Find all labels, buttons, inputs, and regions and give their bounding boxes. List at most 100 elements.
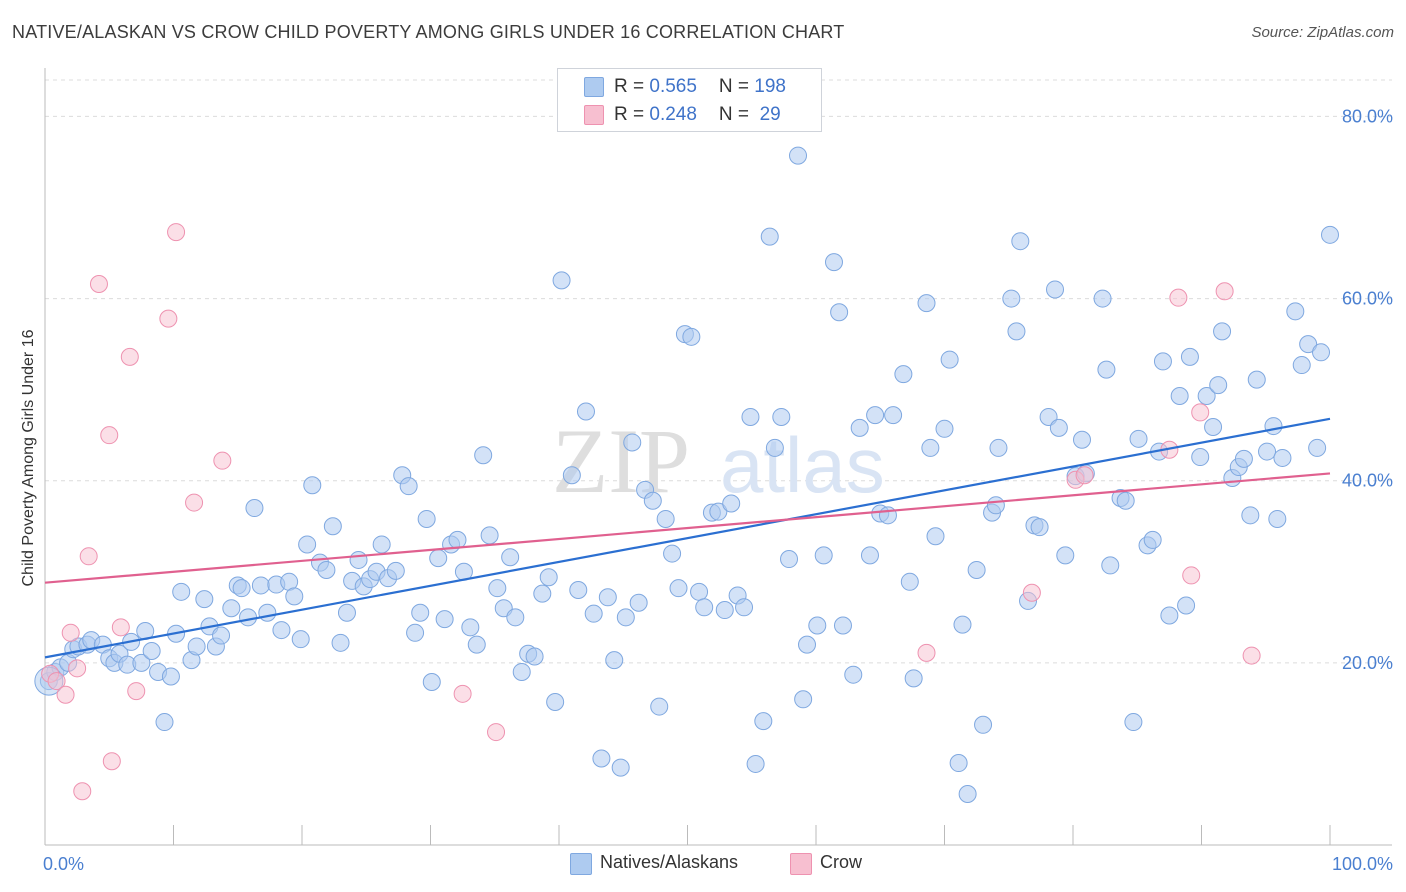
data-point-natives (195, 590, 214, 609)
legend-r-value-2: 0.248 (649, 104, 697, 125)
data-point-natives (1292, 356, 1311, 375)
data-point-natives (1153, 352, 1172, 371)
data-point-natives (894, 365, 913, 384)
data-point-natives (1286, 302, 1305, 321)
data-point-natives (506, 608, 525, 627)
legend: R = 0.565 N = 198 R = 0.248 N = 29 (557, 68, 822, 132)
data-point-natives (1049, 418, 1068, 437)
data-point-crow (89, 275, 108, 293)
data-point-natives (623, 433, 642, 452)
data-point-natives (576, 402, 595, 421)
data-point-natives (1170, 387, 1189, 406)
data-point-natives (349, 550, 368, 569)
data-point-natives (921, 438, 940, 457)
axes (44, 68, 1392, 846)
data-point-natives (808, 616, 827, 635)
chart-title: NATIVE/ALASKAN VS CROW CHILD POVERTY AMO… (12, 22, 845, 42)
data-point-natives (935, 419, 954, 438)
data-point-natives (501, 548, 520, 567)
data-point-natives (245, 499, 264, 518)
legend-swatch-pink (584, 105, 604, 125)
data-point-natives (291, 630, 310, 649)
data-point-natives (552, 271, 571, 290)
data-point-natives (480, 526, 499, 545)
data-point-natives (884, 406, 903, 425)
data-point-natives (285, 587, 304, 606)
data-point-natives (611, 758, 630, 777)
data-point-natives (155, 713, 174, 732)
data-point-natives (251, 576, 270, 595)
legend-r-value-1: 0.565 (649, 76, 697, 97)
data-point-natives (772, 407, 791, 426)
legend-row-natives: R = 0.565 N = 198 (584, 76, 786, 100)
data-point-natives (690, 582, 709, 601)
data-point-natives (746, 754, 765, 773)
legend-n-label-2: N = (718, 104, 755, 125)
trend-line-crow (44, 472, 1331, 584)
data-point-natives (1191, 448, 1210, 467)
data-point-natives (1321, 225, 1339, 244)
data-point-natives (569, 581, 588, 599)
data-point-natives (1093, 289, 1112, 308)
legend-n-value-2: 29 (754, 104, 781, 125)
data-point-natives (331, 633, 350, 652)
data-point-natives (467, 635, 486, 654)
data-point-crow (213, 451, 232, 470)
bottom-legend-label-crow: Crow (820, 852, 863, 872)
data-point-crow (1022, 583, 1041, 602)
bottom-legend-swatch-pink (790, 853, 812, 875)
legend-row-crow: R = 0.248 N = 29 (584, 104, 781, 128)
data-point-natives (850, 418, 869, 437)
y-tick-label: 40.0% (1342, 471, 1393, 491)
data-point-natives (258, 603, 277, 622)
data-point-crow (487, 723, 506, 742)
data-point-natives (1258, 442, 1277, 461)
data-point-natives (765, 438, 784, 457)
x-tick-label: 0.0% (43, 854, 84, 874)
data-point-natives (488, 579, 507, 598)
data-point-natives (1177, 596, 1196, 615)
data-point-natives (533, 584, 552, 603)
data-point-crow (102, 752, 121, 771)
data-point-natives (780, 550, 799, 569)
data-point-natives (1241, 506, 1260, 525)
data-point-natives (1143, 530, 1162, 549)
data-point-natives (1011, 232, 1030, 251)
data-point-natives (323, 517, 342, 536)
data-point-natives (949, 754, 968, 773)
data-point-natives (562, 466, 581, 485)
data-point-natives (448, 530, 467, 549)
data-point-natives (669, 579, 688, 598)
data-point-natives (1002, 289, 1021, 308)
data-point-natives (1180, 347, 1199, 366)
data-point-crow (1182, 566, 1201, 585)
data-point-crow (73, 782, 92, 801)
data-point-crow (47, 672, 66, 691)
data-point-natives (650, 697, 669, 716)
data-point-natives (592, 749, 611, 768)
data-point-natives (1116, 491, 1135, 510)
data-point-natives (695, 598, 714, 617)
data-point-natives (643, 491, 662, 510)
data-point-natives (866, 406, 885, 425)
data-point-natives (1204, 417, 1223, 436)
data-point-natives (272, 621, 291, 640)
data-point-natives (1273, 448, 1292, 467)
source-label: Source: ZipAtlas.com (1251, 24, 1394, 41)
data-point-natives (1308, 438, 1327, 457)
data-point-natives (187, 637, 206, 656)
data-point-natives (317, 560, 336, 579)
data-point-natives (461, 618, 480, 637)
data-point-natives (682, 327, 701, 346)
x-tick-label: 100.0% (1332, 854, 1393, 874)
data-point-natives (1268, 509, 1287, 528)
data-point-natives (1299, 335, 1318, 354)
data-point-natives (958, 785, 977, 803)
data-point-natives (1129, 429, 1148, 448)
data-point-natives (715, 601, 734, 620)
x-tick-labels: 0.0% 100.0% (43, 854, 1393, 874)
data-point-natives (824, 253, 843, 272)
data-point-natives (760, 227, 779, 246)
data-point-natives (417, 509, 436, 528)
data-point-natives (172, 582, 191, 601)
